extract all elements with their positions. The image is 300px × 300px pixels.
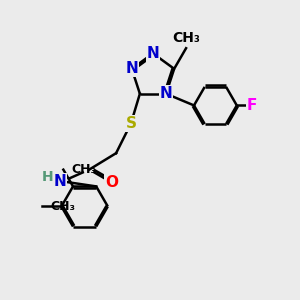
Text: CH₃: CH₃ bbox=[50, 200, 75, 213]
Text: N: N bbox=[160, 86, 172, 101]
Text: N: N bbox=[147, 46, 159, 61]
Text: S: S bbox=[125, 116, 136, 131]
Text: N: N bbox=[125, 61, 138, 76]
Text: O: O bbox=[105, 175, 118, 190]
Text: CH₃: CH₃ bbox=[72, 163, 97, 176]
Text: CH₃: CH₃ bbox=[172, 31, 200, 45]
Text: H: H bbox=[42, 170, 53, 184]
Text: F: F bbox=[247, 98, 257, 113]
Text: N: N bbox=[53, 174, 66, 189]
